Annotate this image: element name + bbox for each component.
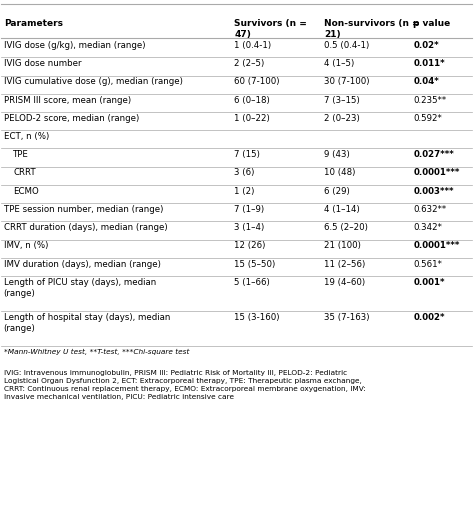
Text: 0.561*: 0.561* (413, 260, 442, 269)
Text: 7 (15): 7 (15) (235, 150, 260, 159)
Text: 6.5 (2–20): 6.5 (2–20) (324, 223, 368, 232)
Text: IVIG dose (g/kg), median (range): IVIG dose (g/kg), median (range) (4, 41, 145, 50)
Text: PRISM III score, mean (range): PRISM III score, mean (range) (4, 96, 131, 104)
Text: Length of hospital stay (days), median
(range): Length of hospital stay (days), median (… (4, 313, 170, 333)
Text: PELOD-2 score, median (range): PELOD-2 score, median (range) (4, 114, 139, 123)
Text: 0.001*: 0.001* (413, 278, 445, 287)
Text: 19 (4–60): 19 (4–60) (324, 278, 365, 287)
Text: 0.342*: 0.342* (413, 223, 442, 232)
Text: 7 (3–15): 7 (3–15) (324, 96, 360, 104)
Text: 30 (7-100): 30 (7-100) (324, 77, 369, 87)
Text: 2 (2–5): 2 (2–5) (235, 59, 264, 68)
Text: 15 (3-160): 15 (3-160) (235, 313, 280, 322)
Text: ECMO: ECMO (13, 187, 39, 195)
Text: IVIG cumulative dose (g), median (range): IVIG cumulative dose (g), median (range) (4, 77, 182, 87)
Text: 0.02*: 0.02* (413, 41, 439, 50)
Text: TPE session number, median (range): TPE session number, median (range) (4, 205, 163, 214)
Text: 1 (0–22): 1 (0–22) (235, 114, 270, 123)
Text: 3 (1–4): 3 (1–4) (235, 223, 264, 232)
Text: IMV duration (days), median (range): IMV duration (days), median (range) (4, 260, 161, 269)
Text: Non-survivors (n =
21): Non-survivors (n = 21) (324, 19, 419, 39)
Text: 9 (43): 9 (43) (324, 150, 350, 159)
Text: Parameters: Parameters (4, 19, 63, 28)
Text: 35 (7-163): 35 (7-163) (324, 313, 369, 322)
Text: 3 (6): 3 (6) (235, 168, 255, 178)
Text: 21 (100): 21 (100) (324, 241, 361, 250)
Text: ECT, n (%): ECT, n (%) (4, 132, 49, 141)
Text: 0.5 (0.4-1): 0.5 (0.4-1) (324, 41, 369, 50)
Text: 0.027***: 0.027*** (413, 150, 454, 159)
Text: *Mann-Whitney U test, **T-test, ***Chi-square test: *Mann-Whitney U test, **T-test, ***Chi-s… (4, 349, 189, 355)
Text: 12 (26): 12 (26) (235, 241, 266, 250)
Text: 0.632**: 0.632** (413, 205, 447, 214)
Text: 4 (1–14): 4 (1–14) (324, 205, 360, 214)
Text: 15 (5–50): 15 (5–50) (235, 260, 276, 269)
Text: CRRT: CRRT (13, 168, 36, 178)
Text: 4 (1–5): 4 (1–5) (324, 59, 354, 68)
Text: CRRT duration (days), median (range): CRRT duration (days), median (range) (4, 223, 167, 232)
Text: Survivors (n =
47): Survivors (n = 47) (235, 19, 307, 39)
Text: 6 (0–18): 6 (0–18) (235, 96, 270, 104)
Text: 11 (2–56): 11 (2–56) (324, 260, 365, 269)
Text: 0.235**: 0.235** (413, 96, 447, 104)
Text: 7 (1–9): 7 (1–9) (235, 205, 264, 214)
Text: IMV, n (%): IMV, n (%) (4, 241, 48, 250)
Text: 0.04*: 0.04* (413, 77, 439, 87)
Text: 2 (0–23): 2 (0–23) (324, 114, 360, 123)
Text: 5 (1–66): 5 (1–66) (235, 278, 270, 287)
Text: 0.003***: 0.003*** (413, 187, 454, 195)
Text: 10 (48): 10 (48) (324, 168, 355, 178)
Text: 0.002*: 0.002* (413, 313, 445, 322)
Text: 60 (7-100): 60 (7-100) (235, 77, 280, 87)
Text: 1 (0.4-1): 1 (0.4-1) (235, 41, 272, 50)
Text: IVIG: Intravenous immunoglobulin, PRISM III: Pediatric Risk of Mortality III, PE: IVIG: Intravenous immunoglobulin, PRISM … (4, 371, 365, 400)
Text: p value: p value (413, 19, 451, 28)
Text: TPE: TPE (13, 150, 29, 159)
Text: 0.0001***: 0.0001*** (413, 241, 460, 250)
Text: 6 (29): 6 (29) (324, 187, 350, 195)
Text: 0.011*: 0.011* (413, 59, 445, 68)
Text: Length of PICU stay (days), median
(range): Length of PICU stay (days), median (rang… (4, 278, 156, 298)
Text: IVIG dose number: IVIG dose number (4, 59, 81, 68)
Text: 0.0001***: 0.0001*** (413, 168, 460, 178)
Text: 1 (2): 1 (2) (235, 187, 255, 195)
Text: 0.592*: 0.592* (413, 114, 442, 123)
